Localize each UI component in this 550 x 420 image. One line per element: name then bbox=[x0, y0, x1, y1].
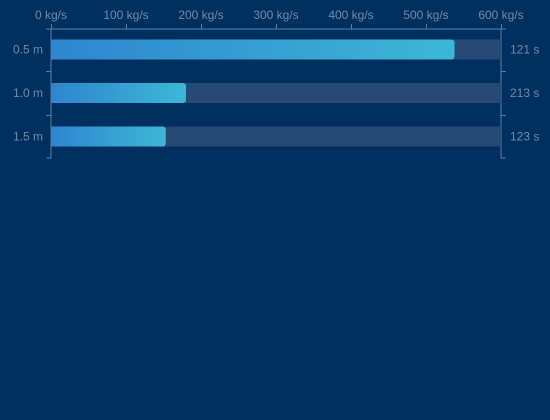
right-value-label: 213 s bbox=[510, 86, 539, 100]
x-tick-label: 600 kg/s bbox=[478, 8, 523, 22]
x-tick-label: 0 kg/s bbox=[35, 8, 67, 22]
right-value-label: 121 s bbox=[510, 43, 539, 57]
bar bbox=[51, 39, 455, 60]
category-label: 1.5 m bbox=[13, 130, 43, 144]
bar-left-edge bbox=[51, 39, 55, 60]
x-tick-label: 400 kg/s bbox=[328, 8, 373, 22]
bar-left-edge bbox=[51, 83, 55, 103]
label-layer: 0 kg/s 100 kg/s 200 kg/s 300 kg/s 400 kg/s 50… bbox=[13, 8, 539, 144]
bar bbox=[51, 83, 186, 103]
x-tick-label: 500 kg/s bbox=[403, 8, 448, 22]
bar-layer bbox=[51, 39, 501, 147]
category-label: 1.0 m bbox=[13, 86, 43, 100]
bar bbox=[51, 126, 166, 147]
x-tick-label: 200 kg/s bbox=[178, 8, 223, 22]
x-tick-label: 100 kg/s bbox=[103, 8, 148, 22]
bar-left-edge bbox=[51, 126, 55, 147]
right-value-label: 123 s bbox=[510, 130, 539, 144]
category-label: 0.5 m bbox=[13, 43, 43, 57]
x-tick-label: 300 kg/s bbox=[253, 8, 298, 22]
